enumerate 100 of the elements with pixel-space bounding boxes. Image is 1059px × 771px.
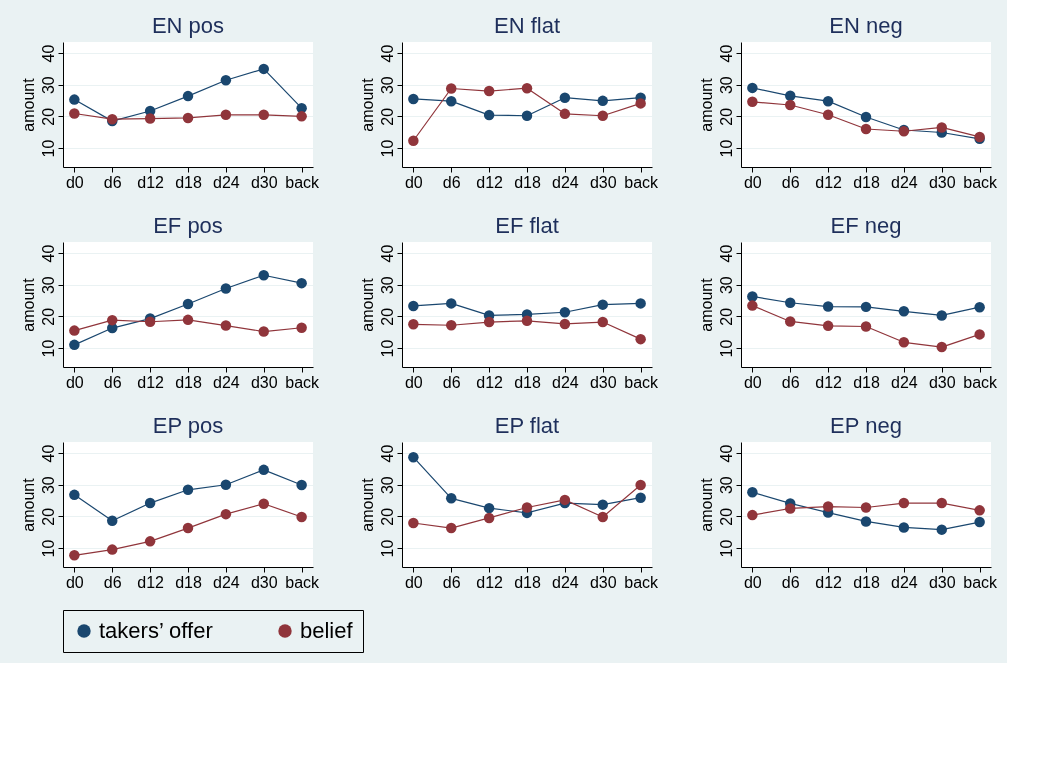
y-tick-label: 10 [39, 339, 57, 358]
y-tick-label: 20 [39, 307, 57, 326]
x-tick-label: d0 [65, 573, 84, 591]
chart-title: EP pos [152, 413, 224, 438]
x-tick-label: d30 [928, 373, 956, 391]
y-tick-label: 10 [717, 339, 735, 358]
x-tick-label: d18 [514, 173, 541, 191]
y-tick-label: 40 [717, 44, 735, 63]
y-tick-label: 40 [378, 244, 396, 263]
chart-title: EF neg [830, 213, 902, 238]
y-tick-label: 30 [378, 76, 396, 95]
y-tick-label: 30 [378, 276, 396, 295]
x-tick-label: d24 [213, 373, 240, 391]
y-tick-label: 20 [717, 307, 735, 326]
y-tick-label: 20 [378, 507, 396, 526]
y-axis-title: amount [697, 77, 715, 132]
y-tick-label: 30 [717, 276, 735, 295]
x-tick-label: d12 [476, 573, 504, 591]
x-tick-label: d0 [743, 373, 762, 391]
y-tick-label: 10 [39, 539, 57, 558]
chart-title: EP neg [830, 413, 902, 438]
x-tick-label: d18 [853, 173, 880, 191]
x-tick-label: d24 [891, 373, 918, 391]
y-tick-label: 40 [39, 244, 57, 263]
legend-label: belief [300, 618, 354, 643]
x-tick-label: d0 [743, 173, 762, 191]
x-tick-label: d6 [103, 173, 122, 191]
x-tick-label: d0 [65, 173, 84, 191]
x-tick-label: back [285, 173, 321, 191]
x-tick-label: d30 [589, 373, 617, 391]
x-tick-label: d0 [404, 373, 423, 391]
y-tick-label: 30 [39, 76, 57, 95]
x-tick-label: back [963, 373, 999, 391]
y-tick-label: 10 [378, 539, 396, 558]
x-tick-label: back [285, 573, 321, 591]
chart-title: EN neg [829, 13, 903, 38]
y-tick-label: 20 [378, 307, 396, 326]
y-tick-label: 10 [378, 139, 396, 158]
x-tick-label: d30 [250, 573, 278, 591]
y-axis-title: amount [358, 477, 376, 532]
x-tick-label: d12 [476, 173, 504, 191]
x-tick-label: d18 [175, 373, 202, 391]
x-tick-label: back [963, 173, 999, 191]
y-axis-title: amount [19, 277, 37, 332]
x-tick-label: d6 [103, 373, 122, 391]
x-tick-label: d18 [175, 573, 202, 591]
x-tick-label: back [624, 373, 660, 391]
x-tick-label: d30 [589, 173, 617, 191]
x-tick-label: d6 [781, 373, 800, 391]
legend-label: takers’ offer [99, 618, 213, 643]
x-tick-label: back [963, 573, 999, 591]
x-tick-label: d24 [552, 373, 579, 391]
x-tick-label: d30 [589, 573, 617, 591]
x-tick-label: d0 [65, 373, 84, 391]
y-axis-title: amount [19, 477, 37, 532]
x-tick-label: d24 [213, 573, 240, 591]
y-tick-label: 20 [39, 507, 57, 526]
chart-title: EF pos [153, 213, 223, 238]
y-tick-label: 20 [717, 507, 735, 526]
x-tick-label: d12 [137, 173, 165, 191]
x-tick-label: d0 [404, 173, 423, 191]
x-tick-label: d0 [404, 573, 423, 591]
x-tick-label: back [624, 173, 660, 191]
x-tick-label: d18 [853, 373, 880, 391]
y-tick-label: 20 [39, 107, 57, 126]
chart-title: EN flat [493, 13, 561, 38]
y-tick-label: 40 [39, 44, 57, 63]
x-tick-label: d6 [442, 373, 461, 391]
x-tick-label: d6 [781, 573, 800, 591]
x-tick-label: d30 [928, 173, 956, 191]
x-tick-label: d24 [552, 173, 579, 191]
x-tick-label: back [624, 573, 660, 591]
y-axis-title: amount [697, 277, 715, 332]
x-tick-label: d24 [891, 573, 918, 591]
y-tick-label: 30 [717, 476, 735, 495]
chart-title: EN pos [151, 13, 225, 38]
x-tick-label: d30 [250, 373, 278, 391]
x-tick-label: d30 [250, 173, 278, 191]
x-tick-label: d6 [442, 573, 461, 591]
y-tick-label: 30 [39, 476, 57, 495]
x-tick-label: d18 [175, 173, 202, 191]
y-tick-label: 10 [717, 539, 735, 558]
y-tick-label: 40 [717, 244, 735, 263]
y-tick-label: 10 [717, 139, 735, 158]
x-tick-label: d6 [442, 173, 461, 191]
y-tick-label: 10 [39, 139, 57, 158]
x-tick-label: d12 [815, 173, 843, 191]
y-tick-label: 30 [39, 276, 57, 295]
x-tick-label: d12 [476, 373, 504, 391]
y-axis-title: amount [697, 477, 715, 532]
x-tick-label: d30 [928, 573, 956, 591]
x-tick-label: d6 [781, 173, 800, 191]
x-tick-label: d18 [853, 573, 880, 591]
x-tick-label: d6 [103, 573, 122, 591]
x-tick-label: d24 [552, 573, 579, 591]
x-tick-label: d24 [213, 173, 240, 191]
y-tick-label: 40 [378, 44, 396, 63]
chart-title: EP flat [494, 413, 560, 438]
y-tick-label: 30 [717, 76, 735, 95]
y-tick-label: 20 [717, 107, 735, 126]
